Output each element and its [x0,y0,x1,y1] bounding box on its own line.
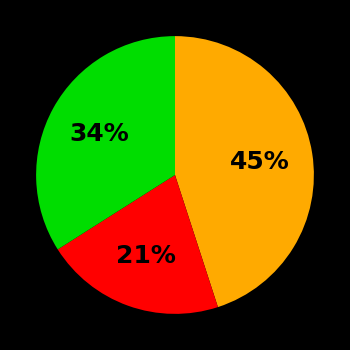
Wedge shape [58,175,218,314]
Wedge shape [175,36,314,307]
Text: 21%: 21% [116,244,176,268]
Text: 34%: 34% [70,121,130,146]
Wedge shape [36,36,175,250]
Text: 45%: 45% [230,149,290,174]
